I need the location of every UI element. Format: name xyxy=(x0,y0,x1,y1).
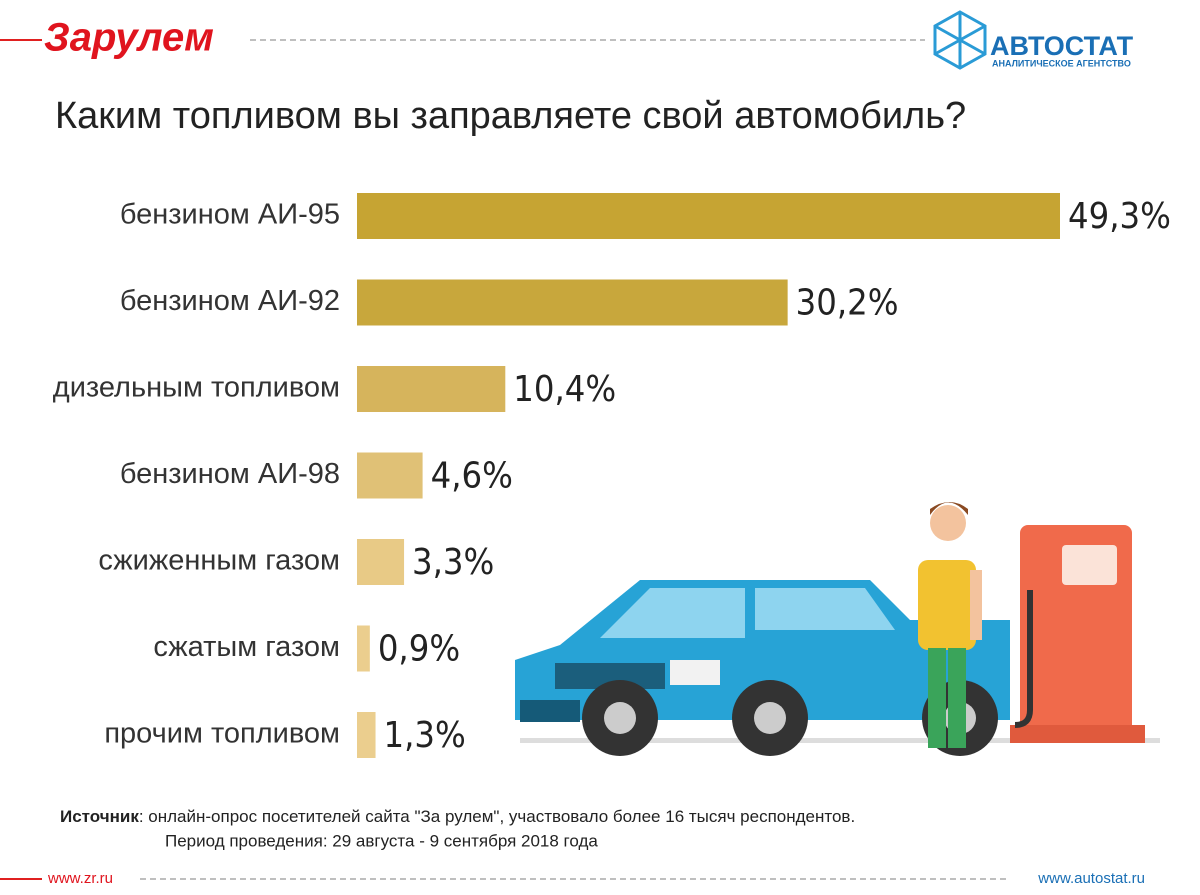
bar xyxy=(357,625,370,672)
period: Период проведения: 29 августа - 9 сентяб… xyxy=(165,831,598,850)
category-label: прочим топливом xyxy=(104,718,340,750)
logo-right-sub: АНАЛИТИЧЕСКОЕ АГЕНТСТВО xyxy=(992,58,1131,68)
category-label: сжатым газом xyxy=(153,631,340,663)
value-label: 1,3% xyxy=(384,715,466,756)
bar xyxy=(357,193,1060,239)
value-label: 4,6% xyxy=(431,456,513,497)
value-label: 0,9% xyxy=(378,629,460,670)
url-left: www.zr.ru xyxy=(47,870,113,887)
logo-left: Зарулем xyxy=(44,16,214,60)
category-label: сжиженным газом xyxy=(98,545,340,577)
bar xyxy=(357,452,423,499)
bar xyxy=(357,712,376,758)
bar xyxy=(357,539,405,585)
logo-right: АВТОСТАТ xyxy=(990,31,1134,61)
bar xyxy=(357,279,788,326)
logo-icon xyxy=(933,10,987,70)
category-label: дизельным топливом xyxy=(53,372,340,404)
value-label: 30,2% xyxy=(796,283,899,324)
value-label: 49,3% xyxy=(1068,196,1171,237)
source: Источник: онлайн-опрос посетителей сайта… xyxy=(60,807,855,826)
category-label: бензином АИ-98 xyxy=(120,458,340,490)
category-label: бензином АИ-92 xyxy=(120,285,340,317)
value-label: 10,4% xyxy=(513,369,616,410)
bar xyxy=(357,366,506,412)
chart-title: Каким топливом вы заправляете свой автом… xyxy=(55,95,966,137)
illustration xyxy=(515,502,1160,756)
value-label: 3,3% xyxy=(412,542,494,583)
url-right: www.autostat.ru xyxy=(1037,870,1145,887)
source-text: : онлайн-опрос посетителей сайта "За рул… xyxy=(139,807,855,826)
source-label: Источник xyxy=(60,807,139,826)
category-label: бензином АИ-95 xyxy=(120,199,340,231)
